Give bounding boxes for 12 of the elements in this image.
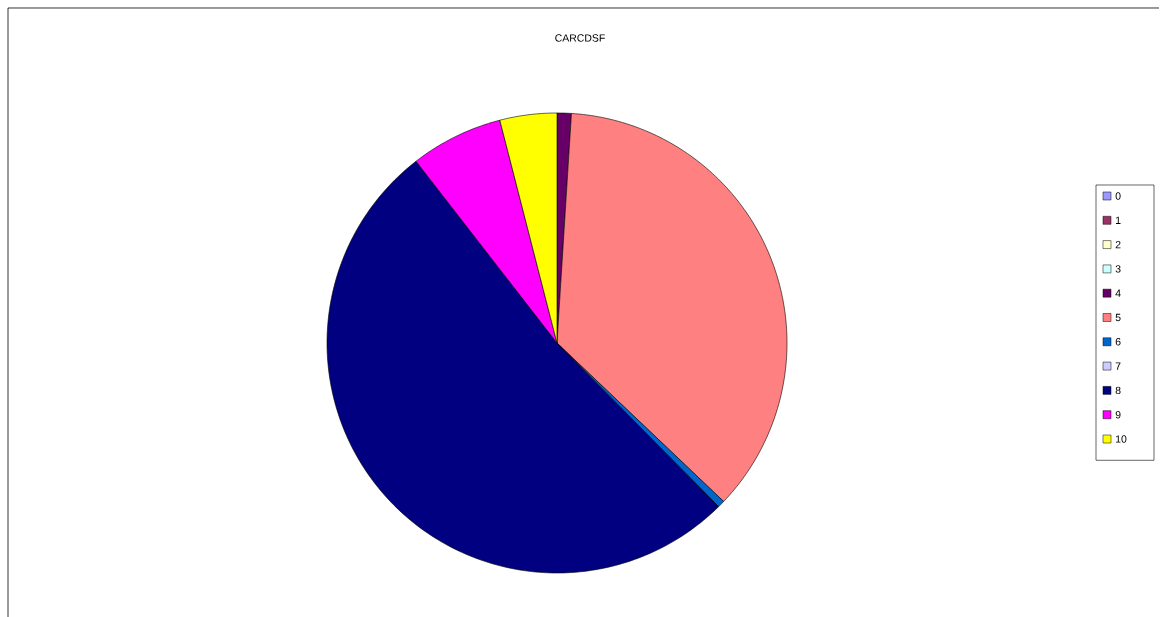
legend-label: 1: [1116, 216, 1121, 224]
legend-label: 8: [1115, 386, 1121, 394]
legend-label: 0: [1115, 192, 1121, 200]
legend-label: 9: [1115, 410, 1121, 419]
legend-label: 7: [1115, 362, 1121, 370]
legend-label: 10: [1116, 435, 1127, 443]
legend-label: 4: [1115, 289, 1121, 297]
chart-title: CARCDSF: [555, 34, 605, 42]
legend-label: 5: [1115, 313, 1121, 321]
legend-label: 6: [1115, 337, 1121, 346]
legend-label: 2: [1115, 240, 1121, 249]
legend-label: 3: [1115, 265, 1121, 273]
